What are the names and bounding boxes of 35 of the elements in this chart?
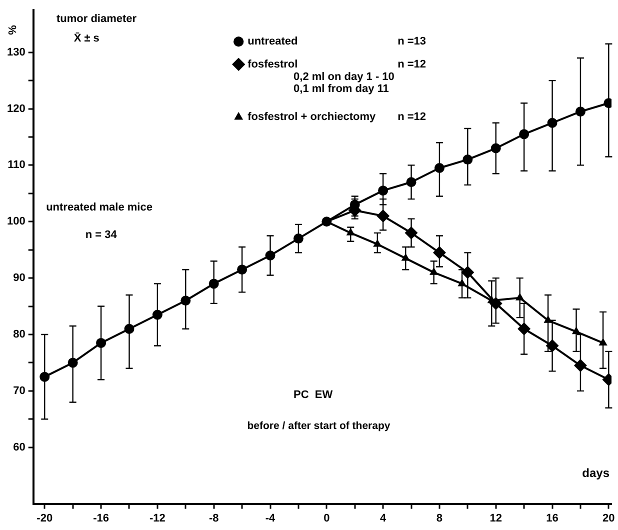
- x-tick-label: -20: [36, 512, 53, 524]
- y-axis-title: %: [5, 25, 18, 36]
- x-tick-label: 0: [324, 512, 330, 524]
- x-axis-title: days: [582, 466, 610, 480]
- y-tick-label: 70: [13, 384, 26, 397]
- annotation: X̄ ± s: [74, 32, 100, 45]
- x-tick-label: -4: [265, 512, 276, 524]
- annotation: n =12: [398, 58, 426, 70]
- y-tick-label: 100: [6, 216, 26, 228]
- x-tick-label: 4: [380, 512, 387, 524]
- annotation: n =12: [398, 111, 426, 124]
- y-tick-label: 80: [13, 328, 26, 341]
- x-tick-label: -12: [149, 512, 166, 524]
- legend-label: fosfestrol: [248, 58, 298, 70]
- annotation: untreated male mice: [46, 202, 152, 214]
- x-tick-label: 16: [546, 512, 558, 524]
- annotation: before / after start of therapy: [247, 420, 390, 432]
- y-tick-label: 110: [8, 159, 26, 172]
- legend-label: fosfestrol + orchiectomy: [248, 111, 377, 124]
- annotation: tumor diameter: [56, 12, 138, 25]
- x-tick-label: 8: [436, 512, 443, 524]
- x-tick-label: 20: [602, 512, 615, 524]
- annotation: PC EW: [294, 389, 334, 402]
- annotation: n =13: [398, 36, 426, 48]
- legend-label: untreated: [248, 36, 298, 48]
- y-tick-label: 120: [6, 102, 26, 115]
- y-tick-label: 130: [6, 46, 26, 58]
- annotation: 0,1 ml from day 11: [294, 83, 389, 96]
- x-tick-label: 12: [490, 512, 502, 524]
- y-tick-label: 90: [13, 272, 26, 284]
- annotation: n = 34: [85, 229, 118, 242]
- x-tick-label: -8: [208, 512, 219, 524]
- y-tick-label: 60: [13, 441, 26, 454]
- annotation: 0,2 ml on day 1 - 10: [294, 71, 394, 84]
- x-tick-label: -16: [93, 512, 109, 524]
